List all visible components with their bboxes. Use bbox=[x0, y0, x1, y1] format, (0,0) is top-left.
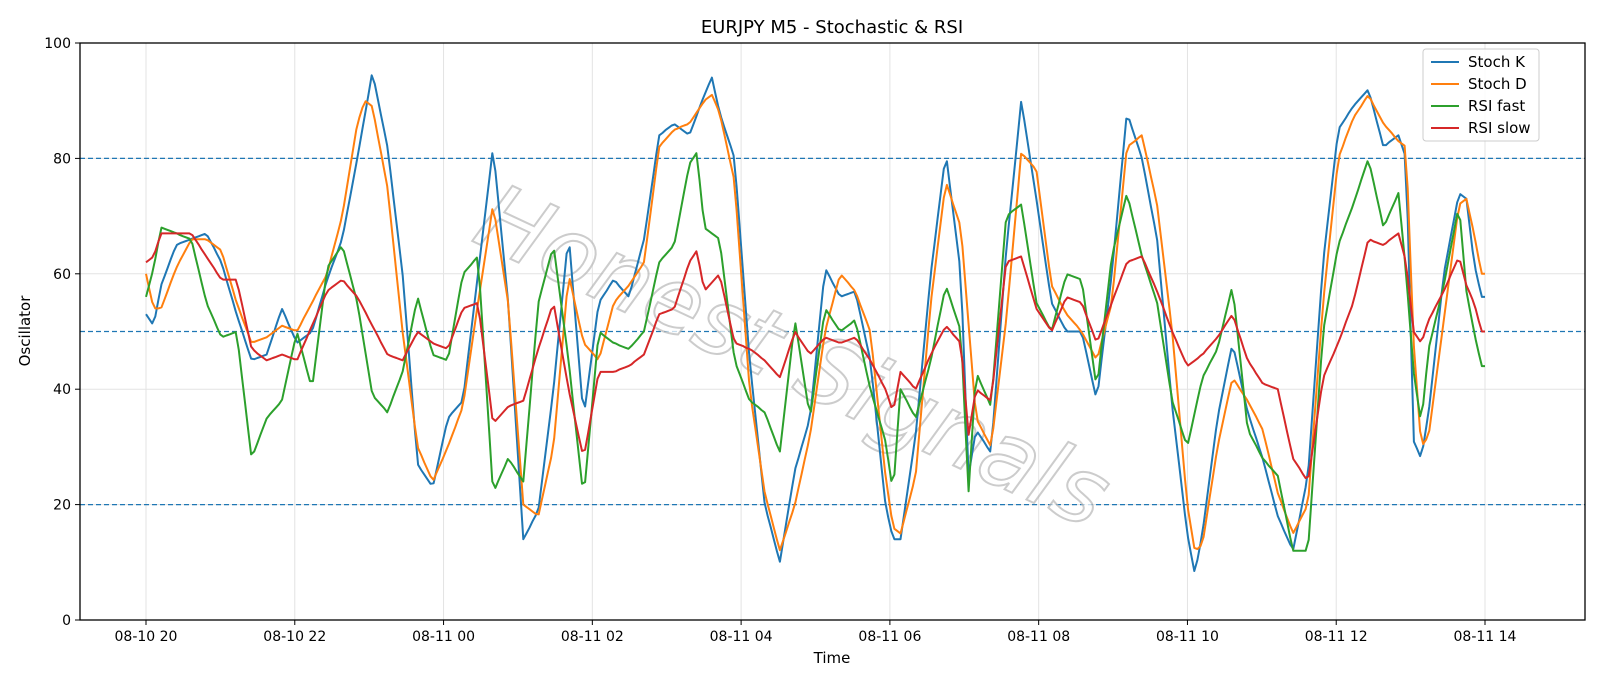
y-tick-label: 40 bbox=[53, 382, 71, 398]
series-line-rsi-slow bbox=[145, 232, 1485, 480]
y-axis: 0 20 40 60 80 100 bbox=[44, 36, 80, 629]
chart-title: EURJPY M5 - Stochastic & RSI bbox=[701, 17, 963, 38]
y-axis-title: Oscillator bbox=[16, 295, 34, 367]
series-line-rsi-fast bbox=[145, 152, 1485, 552]
plot-frame bbox=[79, 42, 1586, 621]
x-tick-label: 08-11 08 bbox=[1007, 629, 1070, 645]
series-line-stoch-d bbox=[145, 93, 1485, 552]
x-tick-label: 08-11 12 bbox=[1305, 629, 1368, 645]
x-tick-label: 08-11 00 bbox=[412, 629, 475, 645]
x-axis: 08-10 20 08-10 22 08-11 00 08-11 02 08-11 04… bbox=[115, 620, 1517, 645]
legend: Stoch K Stoch D RSI fast RSI slow bbox=[1422, 48, 1540, 142]
legend-label: Stoch D bbox=[1468, 75, 1527, 93]
y-tick-label: 20 bbox=[53, 498, 71, 514]
x-tick-label: 08-10 22 bbox=[263, 629, 326, 645]
x-tick-label: 08-11 04 bbox=[710, 629, 773, 645]
x-tick-label: 08-11 02 bbox=[561, 629, 624, 645]
y-tick-label: 60 bbox=[53, 267, 71, 283]
y-tick-label: 100 bbox=[44, 36, 71, 52]
legend-box bbox=[1422, 48, 1540, 142]
x-axis-title: Time bbox=[813, 649, 851, 667]
reference-lines bbox=[80, 157, 1585, 506]
x-tick-label: 08-11 14 bbox=[1454, 629, 1517, 645]
x-tick-label: 08-10 20 bbox=[115, 629, 178, 645]
legend-label: Stoch K bbox=[1468, 53, 1526, 71]
y-tick-label: 80 bbox=[53, 151, 71, 167]
legend-label: RSI fast bbox=[1468, 97, 1525, 115]
x-tick-label: 08-11 06 bbox=[858, 629, 921, 645]
y-tick-label: 0 bbox=[62, 613, 71, 629]
x-tick-label: 08-11 10 bbox=[1156, 629, 1219, 645]
series-lines bbox=[145, 74, 1485, 572]
legend-label: RSI slow bbox=[1468, 119, 1531, 137]
